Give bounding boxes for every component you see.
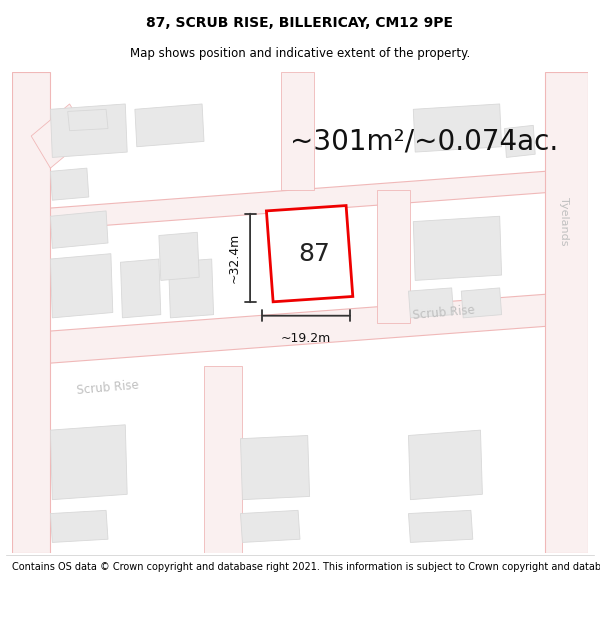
Polygon shape: [12, 72, 50, 553]
Polygon shape: [50, 425, 127, 499]
Polygon shape: [461, 288, 502, 318]
Polygon shape: [121, 259, 161, 318]
Text: 87: 87: [298, 242, 331, 266]
Polygon shape: [135, 104, 204, 147]
Polygon shape: [50, 254, 113, 318]
Polygon shape: [413, 216, 502, 281]
Polygon shape: [31, 104, 89, 168]
Text: Scrub Rise: Scrub Rise: [76, 378, 140, 396]
Polygon shape: [409, 511, 473, 542]
Text: ~19.2m: ~19.2m: [281, 332, 331, 345]
Text: 87, SCRUB RISE, BILLERICAY, CM12 9PE: 87, SCRUB RISE, BILLERICAY, CM12 9PE: [146, 16, 454, 30]
Polygon shape: [50, 168, 89, 200]
Polygon shape: [409, 288, 454, 318]
Text: ~301m²/~0.074ac.: ~301m²/~0.074ac.: [290, 127, 559, 156]
Polygon shape: [413, 104, 502, 152]
Polygon shape: [505, 126, 535, 158]
Polygon shape: [50, 511, 108, 542]
Polygon shape: [12, 291, 588, 366]
Text: Tyelands: Tyelands: [559, 198, 569, 246]
Polygon shape: [377, 189, 410, 323]
Polygon shape: [12, 168, 588, 232]
Polygon shape: [266, 206, 353, 302]
Polygon shape: [409, 430, 482, 499]
Text: Scrub Rise: Scrub Rise: [412, 303, 476, 322]
Text: ~32.4m: ~32.4m: [227, 233, 241, 283]
Polygon shape: [50, 104, 127, 158]
Text: Contains OS data © Crown copyright and database right 2021. This information is : Contains OS data © Crown copyright and d…: [12, 562, 600, 572]
Polygon shape: [169, 259, 214, 318]
Polygon shape: [204, 366, 242, 553]
Polygon shape: [50, 211, 108, 248]
Polygon shape: [241, 511, 300, 542]
Polygon shape: [241, 436, 310, 499]
Polygon shape: [159, 232, 199, 281]
Polygon shape: [68, 109, 108, 131]
Polygon shape: [281, 72, 314, 189]
Polygon shape: [545, 72, 588, 553]
Text: Map shows position and indicative extent of the property.: Map shows position and indicative extent…: [130, 47, 470, 60]
